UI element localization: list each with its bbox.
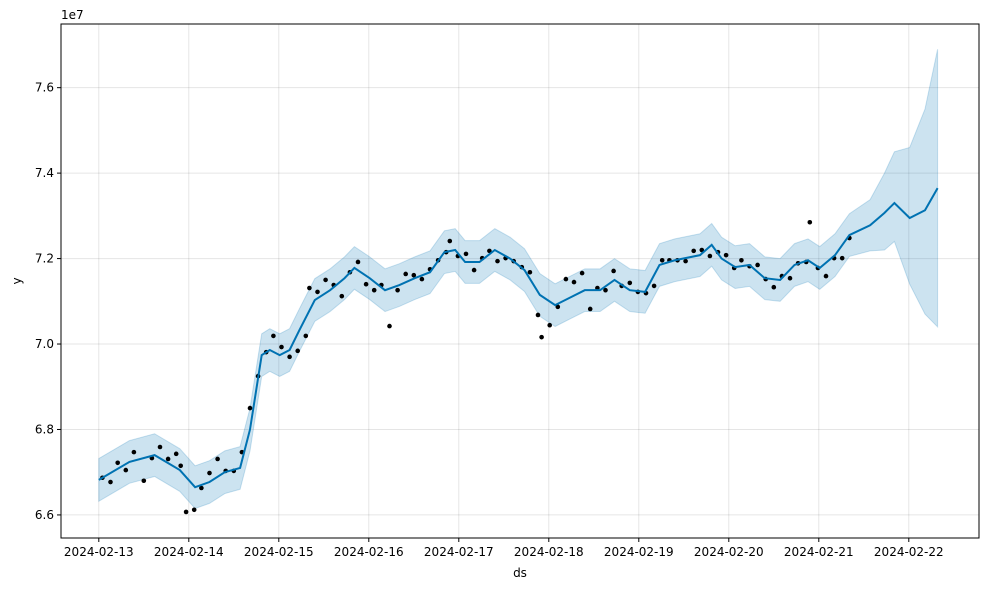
y-axis-label: y bbox=[10, 277, 24, 284]
observed-point bbox=[141, 478, 147, 484]
observed-point bbox=[411, 272, 417, 278]
y-offset-label: 1e7 bbox=[61, 8, 84, 22]
observed-point bbox=[115, 460, 120, 466]
observed-point bbox=[587, 306, 593, 312]
observed-point bbox=[699, 247, 705, 253]
observed-point bbox=[539, 334, 544, 340]
observed-point bbox=[547, 322, 552, 328]
x-tick-label: 2024-02-14 bbox=[154, 545, 224, 559]
x-axis-label: ds bbox=[513, 566, 527, 580]
observed-point bbox=[659, 257, 665, 263]
y-tick-label: 7.4 bbox=[35, 166, 54, 180]
x-tick-label: 2024-02-20 bbox=[694, 545, 764, 559]
x-tick-label: 2024-02-19 bbox=[604, 545, 674, 559]
observed-point bbox=[403, 271, 409, 277]
uncertainty-band bbox=[98, 49, 939, 510]
observed-point bbox=[823, 273, 829, 279]
observed-point bbox=[471, 267, 477, 273]
observed-point bbox=[157, 444, 163, 450]
observed-point bbox=[323, 277, 328, 283]
observed-point bbox=[739, 257, 744, 263]
x-tick-label: 2024-02-15 bbox=[244, 545, 314, 559]
y-tick-label: 6.8 bbox=[35, 422, 54, 436]
observed-point bbox=[807, 219, 813, 225]
observed-point bbox=[563, 276, 569, 282]
observed-point bbox=[787, 275, 793, 281]
observed-point bbox=[571, 279, 577, 285]
observed-point bbox=[315, 289, 320, 295]
observed-point bbox=[371, 287, 377, 293]
observed-point bbox=[173, 451, 179, 457]
observed-point bbox=[191, 507, 197, 513]
y-tick-label: 7.6 bbox=[35, 81, 54, 95]
observed-point bbox=[419, 276, 425, 282]
x-tick-label: 2024-02-21 bbox=[784, 545, 854, 559]
observed-point bbox=[387, 323, 392, 329]
x-tick-label: 2024-02-16 bbox=[334, 545, 404, 559]
y-tick-label: 7.0 bbox=[35, 337, 54, 351]
observed-point bbox=[199, 485, 204, 491]
observed-point bbox=[611, 268, 616, 274]
observed-point bbox=[527, 269, 533, 275]
observed-point bbox=[839, 255, 845, 261]
observed-point bbox=[723, 252, 729, 258]
forecast-line bbox=[98, 187, 939, 489]
observed-point bbox=[178, 463, 183, 469]
observed-point bbox=[603, 287, 608, 293]
observed-point bbox=[447, 238, 453, 244]
observed-point bbox=[535, 312, 541, 318]
observed-point bbox=[123, 467, 129, 473]
observed-point bbox=[395, 287, 400, 293]
x-tick-label: 2024-02-13 bbox=[64, 545, 134, 559]
x-tick-label: 2024-02-18 bbox=[514, 545, 584, 559]
observed-point bbox=[627, 280, 633, 286]
observed-point bbox=[307, 285, 312, 291]
y-tick-label: 7.2 bbox=[35, 252, 54, 266]
observed-point bbox=[355, 259, 361, 265]
observed-point bbox=[755, 262, 760, 268]
observed-point bbox=[691, 248, 696, 254]
observed-point bbox=[579, 270, 585, 276]
observed-point bbox=[295, 348, 301, 354]
observed-point bbox=[555, 304, 561, 310]
observed-point bbox=[207, 470, 212, 476]
observed-point bbox=[215, 456, 220, 462]
observed-point bbox=[363, 281, 369, 287]
observed-point bbox=[279, 344, 284, 350]
x-tick-label: 2024-02-22 bbox=[874, 545, 944, 559]
observed-point bbox=[165, 456, 171, 462]
y-tick-label: 6.6 bbox=[35, 508, 54, 522]
observed-point bbox=[495, 258, 500, 264]
observed-point bbox=[108, 479, 113, 485]
plot-frame bbox=[60, 23, 980, 539]
observed-point bbox=[651, 283, 657, 289]
observed-point bbox=[247, 405, 253, 411]
observed-point bbox=[303, 333, 309, 339]
observed-point bbox=[183, 509, 189, 515]
observed-point bbox=[339, 293, 345, 299]
observed-point bbox=[271, 333, 276, 339]
observed-point bbox=[771, 284, 777, 290]
observed-point bbox=[287, 354, 292, 360]
x-tick-label: 2024-02-17 bbox=[424, 545, 494, 559]
observed-point bbox=[463, 251, 469, 257]
observed-point bbox=[131, 449, 137, 455]
observed-point bbox=[707, 253, 713, 259]
observed-point bbox=[683, 258, 688, 264]
observed-point bbox=[487, 248, 492, 254]
